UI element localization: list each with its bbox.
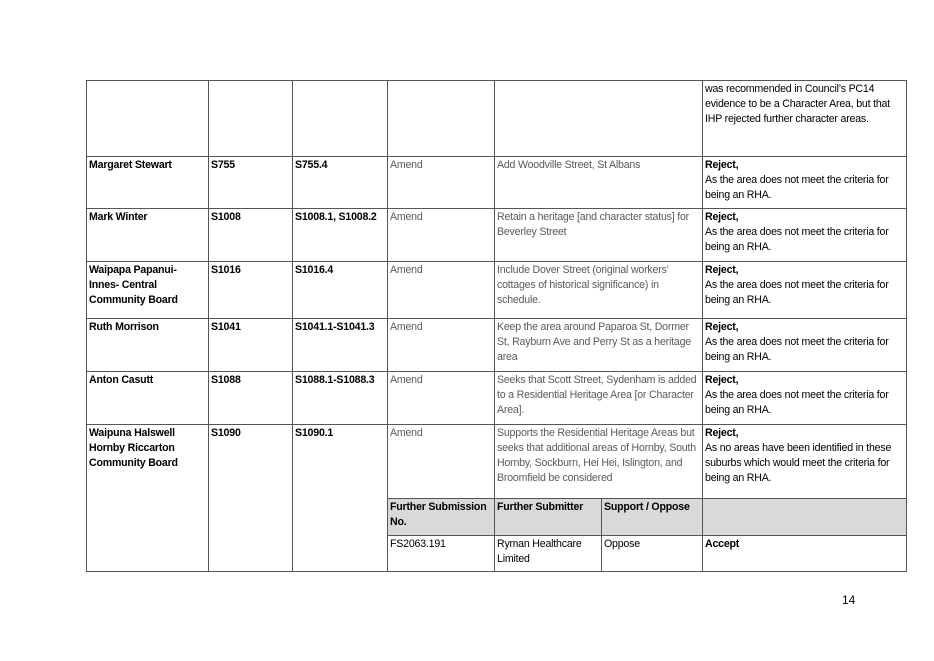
further-decision-cell: Accept xyxy=(702,535,907,572)
sub-no-cell: S755 xyxy=(208,156,293,209)
submitter-cell: Waipapa Papanui-Innes- Central Community… xyxy=(86,261,209,319)
table-row: Mark Winter S1008 S1008.1, S1008.2 Amend… xyxy=(86,208,907,262)
relief-cell: Seeks that Scott Street, Sydenham is add… xyxy=(494,371,703,425)
sub-no-cell: S1088 xyxy=(208,371,293,425)
position-cell: Amend xyxy=(387,156,495,209)
decision: Reject, xyxy=(705,374,739,386)
decision: Reject, xyxy=(705,427,739,439)
point-cell: S1016.4 xyxy=(292,261,388,319)
position-cell: Amend xyxy=(387,371,495,425)
support-oppose-cell: Oppose xyxy=(601,535,703,572)
decision-cell: Reject, As the area does not meet the cri… xyxy=(702,371,907,425)
further-submitter-cell: Ryman Healthcare Limited xyxy=(494,535,602,572)
relief-cell: Retain a heritage [and character status]… xyxy=(494,208,703,262)
decision: Reject, xyxy=(705,159,739,171)
header-further-no: Further Submission No. xyxy=(387,498,495,536)
further-submission-header: Further Submission No. Further Submitter… xyxy=(87,498,907,536)
sub-no-cell: S1041 xyxy=(208,318,293,372)
table-row: Anton Casutt S1088 S1088.1-S1088.3 Amend… xyxy=(86,371,907,425)
decision-cell: Reject, As no areas have been identified … xyxy=(702,424,907,499)
submissions-table: was recommended in Council’s PC14 eviden… xyxy=(86,80,907,572)
submitter-cell: Mark Winter xyxy=(86,208,209,262)
reason: As the area does not meet the criteria f… xyxy=(705,226,889,253)
table-row: was recommended in Council’s PC14 eviden… xyxy=(86,80,907,157)
reason: As the area does not meet the criteria f… xyxy=(705,389,889,416)
position-cell: Amend xyxy=(387,261,495,319)
table-row: Margaret Stewart S755 S755.4 Amend Add W… xyxy=(86,156,907,209)
decision-cell: Reject, As the area does not meet the cri… xyxy=(702,208,907,262)
decision-cell: Reject, As the area does not meet the cri… xyxy=(702,318,907,372)
decision: Reject, xyxy=(705,264,739,276)
position-cell: Amend xyxy=(387,318,495,372)
relief-cell: Include Dover Street (original workers’ … xyxy=(494,261,703,319)
decision: Reject, xyxy=(705,321,739,333)
relief-cell: Keep the area around Paparoa St, Dormer … xyxy=(494,318,703,372)
point-cell: S755.4 xyxy=(292,156,388,209)
submitter-cell: Margaret Stewart xyxy=(86,156,209,209)
header-further-submitter: Further Submitter xyxy=(494,498,602,536)
sub-no-cell: S1008 xyxy=(208,208,293,262)
reason: As the area does not meet the criteria f… xyxy=(705,279,889,306)
further-submission-row: FS2063.191 Ryman Healthcare Limited Oppo… xyxy=(87,535,907,572)
decision-cell: was recommended in Council’s PC14 eviden… xyxy=(702,80,907,157)
decision-cell: Reject, As the area does not meet the cri… xyxy=(702,156,907,209)
point-cell: S1041.1-S1041.3 xyxy=(292,318,388,372)
table-row: Waipapa Papanui-Innes- Central Community… xyxy=(86,261,907,319)
page-number: 14 xyxy=(842,593,856,607)
reason: As the area does not meet the criteria f… xyxy=(705,174,889,201)
point-cell: S1090.1 xyxy=(292,424,388,572)
point-cell: S1008.1, S1008.2 xyxy=(292,208,388,262)
sub-no-cell: S1090 xyxy=(208,424,293,572)
further-no-cell: FS2063.191 xyxy=(387,535,495,572)
decision-cell: Reject, As the area does not meet the cri… xyxy=(702,261,907,319)
relief-cell: Add Woodville Street, St Albans xyxy=(494,156,703,209)
position-cell: Amend xyxy=(387,208,495,262)
reason: As the area does not meet the criteria f… xyxy=(705,336,889,363)
table-row: Ruth Morrison S1041 S1041.1-S1041.3 Amen… xyxy=(86,318,907,372)
relief-cell: Supports the Residential Heritage Areas … xyxy=(494,424,703,499)
reason: As no areas have been identified in thes… xyxy=(705,442,892,484)
position-cell: Amend xyxy=(387,424,495,499)
decision: Reject, xyxy=(705,211,739,223)
submitter-cell: Waipuna Halswell Hornby Riccarton Commun… xyxy=(86,424,209,572)
table-row: Waipuna Halswell Hornby Riccarton Commun… xyxy=(86,424,907,572)
submitter-cell: Anton Casutt xyxy=(86,371,209,425)
submitter-cell: Ruth Morrison xyxy=(86,318,209,372)
sub-no-cell: S1016 xyxy=(208,261,293,319)
header-support-oppose: Support / Oppose xyxy=(601,498,703,536)
point-cell: S1088.1-S1088.3 xyxy=(292,371,388,425)
